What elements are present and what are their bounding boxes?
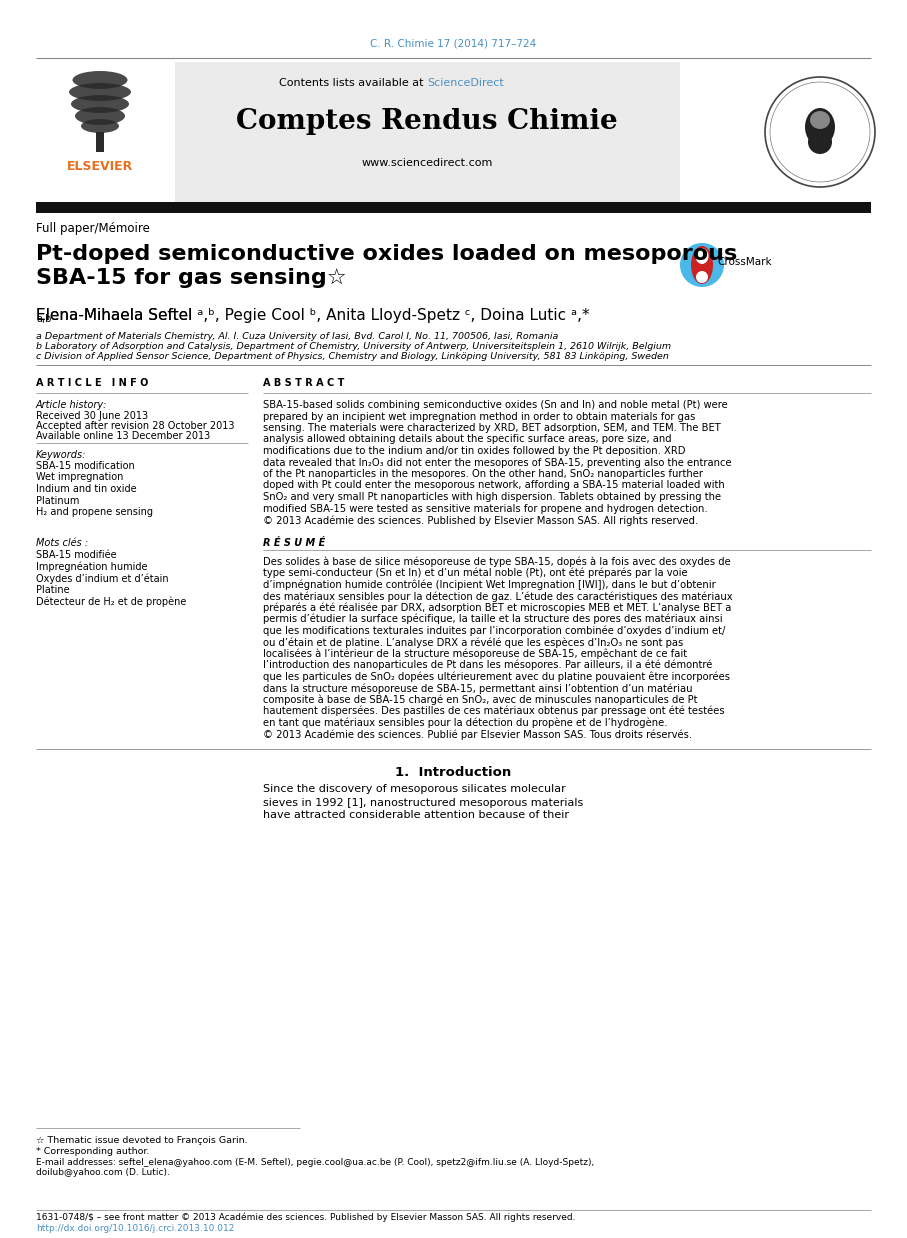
Text: H₂ and propene sensing: H₂ and propene sensing: [36, 508, 153, 517]
Text: sieves in 1992 [1], nanostructured mesoporous materials: sieves in 1992 [1], nanostructured mesop…: [263, 797, 583, 807]
Text: * Corresponding author.: * Corresponding author.: [36, 1146, 150, 1156]
Text: Mots clés :: Mots clés :: [36, 539, 88, 548]
Text: ELSEVIER: ELSEVIER: [67, 160, 133, 173]
Text: a,b: a,b: [36, 314, 52, 324]
Text: SnO₂ and very small Pt nanoparticles with high dispersion. Tablets obtained by p: SnO₂ and very small Pt nanoparticles wit…: [263, 491, 721, 501]
Text: c Division of Applied Sensor Science, Department of Physics, Chemistry and Biolo: c Division of Applied Sensor Science, De…: [36, 352, 668, 361]
Text: doilub@yahoo.com (D. Lutic).: doilub@yahoo.com (D. Lutic).: [36, 1167, 170, 1177]
Text: en tant que matériaux sensibles pour la détection du propène et de l’hydrogène.: en tant que matériaux sensibles pour la …: [263, 718, 668, 728]
Ellipse shape: [691, 246, 713, 284]
Text: have attracted considerable attention because of their: have attracted considerable attention be…: [263, 811, 569, 821]
Text: www.sciencedirect.com: www.sciencedirect.com: [361, 158, 493, 168]
Text: A R T I C L E   I N F O: A R T I C L E I N F O: [36, 378, 149, 387]
Text: © 2013 Académie des sciences. Published by Elsevier Masson SAS. All rights reser: © 2013 Académie des sciences. Published …: [263, 515, 698, 525]
Text: Since the discovery of mesoporous silicates molecular: Since the discovery of mesoporous silica…: [263, 785, 566, 795]
Text: 1.  Introduction: 1. Introduction: [395, 766, 512, 780]
Text: Keywords:: Keywords:: [36, 449, 86, 461]
Circle shape: [765, 77, 875, 187]
Ellipse shape: [81, 119, 119, 132]
Text: Wet impregnation: Wet impregnation: [36, 473, 123, 483]
Text: localisées à l’intérieur de la structure mésoporeuse de SBA-15, empêchant de ce : localisées à l’intérieur de la structure…: [263, 649, 688, 659]
Circle shape: [770, 82, 870, 182]
Text: A B S T R A C T: A B S T R A C T: [263, 378, 345, 387]
Text: SBA-15 modifiée: SBA-15 modifiée: [36, 551, 117, 561]
Text: of the Pt nanoparticles in the mesopores. On the other hand, SnO₂ nanoparticles : of the Pt nanoparticles in the mesopores…: [263, 469, 703, 479]
Ellipse shape: [75, 106, 125, 125]
Text: type semi-conducteur (Sn et In) et d’un métal noble (Pt), ont été préparés par l: type semi-conducteur (Sn et In) et d’un …: [263, 568, 688, 578]
Ellipse shape: [696, 248, 708, 264]
Text: l’introduction des nanoparticules de Pt dans les mésopores. Par ailleurs, il a é: l’introduction des nanoparticules de Pt …: [263, 660, 712, 671]
Text: Pt-doped semiconductive oxides loaded on mesoporous: Pt-doped semiconductive oxides loaded on…: [36, 244, 737, 264]
Text: analysis allowed obtaining details about the specific surface areas, pore size, : analysis allowed obtaining details about…: [263, 435, 671, 444]
Text: sensing. The materials were characterized by XRD, BET adsorption, SEM, and TEM. : sensing. The materials were characterize…: [263, 423, 721, 433]
Text: Détecteur de H₂ et de propène: Détecteur de H₂ et de propène: [36, 597, 186, 607]
Text: dans la structure mésoporeuse de SBA-15, permettant ainsi l’obtention d’un matér: dans la structure mésoporeuse de SBA-15,…: [263, 683, 693, 693]
Text: modifications due to the indium and/or tin oxides followed by the Pt deposition.: modifications due to the indium and/or t…: [263, 446, 686, 456]
Text: Impregnéation humide: Impregnéation humide: [36, 562, 148, 572]
Text: modified SBA-15 were tested as sensitive materials for propene and hydrogen dete: modified SBA-15 were tested as sensitive…: [263, 504, 707, 514]
Text: Oxydes d’indium et d’étain: Oxydes d’indium et d’étain: [36, 573, 169, 584]
Text: Available online 13 December 2013: Available online 13 December 2013: [36, 431, 210, 441]
Text: prepared by an incipient wet impregnation method in order to obtain materials fo: prepared by an incipient wet impregnatio…: [263, 411, 696, 421]
Ellipse shape: [805, 108, 835, 146]
Text: ScienceDirect: ScienceDirect: [427, 78, 503, 88]
Text: ou d’étain et de platine. L’analyse DRX a révélé que les espèces d’In₂O₃ ne sont: ou d’étain et de platine. L’analyse DRX …: [263, 638, 683, 647]
Text: que les modifications texturales induites par l’incorporation combinée d’oxydes : que les modifications texturales induite…: [263, 625, 726, 636]
Text: CrossMark: CrossMark: [717, 258, 772, 267]
Text: composite à base de SBA-15 chargé en SnO₂, avec de minuscules nanoparticules de : composite à base de SBA-15 chargé en SnO…: [263, 695, 697, 704]
Text: R É S U M É: R É S U M É: [263, 539, 326, 548]
Text: http://dx.doi.org/10.1016/j.crci.2013.10.012: http://dx.doi.org/10.1016/j.crci.2013.10…: [36, 1224, 234, 1233]
Text: SBA-15 for gas sensing☆: SBA-15 for gas sensing☆: [36, 267, 346, 288]
Circle shape: [808, 130, 832, 154]
Text: Full paper/Mémoire: Full paper/Mémoire: [36, 222, 150, 235]
Text: Contents lists available at: Contents lists available at: [279, 78, 427, 88]
Text: C. R. Chimie 17 (2014) 717–724: C. R. Chimie 17 (2014) 717–724: [370, 38, 537, 48]
Ellipse shape: [71, 95, 129, 113]
Text: Des solides à base de silice mésoporeuse de type SBA-15, dopés à la fois avec de: Des solides à base de silice mésoporeuse…: [263, 557, 731, 567]
Text: Platine: Platine: [36, 586, 70, 595]
Ellipse shape: [810, 111, 830, 129]
Text: 1631-0748/$ – see front matter © 2013 Académie des sciences. Published by Elsevi: 1631-0748/$ – see front matter © 2013 Ac…: [36, 1212, 576, 1222]
Text: d’impnégnation humide contrôlée (Incipient Wet Impregnation [IWI]), dans le but : d’impnégnation humide contrôlée (Incipie…: [263, 579, 716, 591]
Text: Elena-Mihaela Seftel ᵃ,ᵇ, Pegie Cool ᵇ, Anita Lloyd-Spetz ᶜ, Doina Lutic ᵃ,*: Elena-Mihaela Seftel ᵃ,ᵇ, Pegie Cool ᵇ, …: [36, 308, 590, 323]
Text: SBA-15 modification: SBA-15 modification: [36, 461, 135, 470]
Circle shape: [696, 271, 708, 284]
Text: Indium and tin oxide: Indium and tin oxide: [36, 484, 137, 494]
Text: ☆ Thematic issue devoted to François Garin.: ☆ Thematic issue devoted to François Gar…: [36, 1136, 248, 1145]
Text: Comptes Rendus Chimie: Comptes Rendus Chimie: [236, 108, 618, 135]
Text: hautement dispersées. Des pastilles de ces matériaux obtenus par pressage ont ét: hautement dispersées. Des pastilles de c…: [263, 706, 725, 717]
Text: Accepted after revision 28 October 2013: Accepted after revision 28 October 2013: [36, 421, 235, 431]
Text: préparés a été réalisée par DRX, adsorption BET et microscopies MEB et MET. L’an: préparés a été réalisée par DRX, adsorpt…: [263, 603, 731, 613]
Text: b Laboratory of Adsorption and Catalysis, Department of Chemistry, University of: b Laboratory of Adsorption and Catalysis…: [36, 342, 671, 352]
Bar: [96, 132, 104, 152]
Text: data revealed that In₂O₃ did not enter the mesopores of SBA-15, preventing also : data revealed that In₂O₃ did not enter t…: [263, 458, 732, 468]
Text: Platinum: Platinum: [36, 495, 80, 505]
Circle shape: [680, 243, 724, 287]
Text: Elena-Mihaela Seftel: Elena-Mihaela Seftel: [36, 308, 197, 323]
Text: que les particules de SnO₂ dopées ultérieurement avec du platine pouvaient être : que les particules de SnO₂ dopées ultéri…: [263, 671, 730, 682]
Text: © 2013 Académie des sciences. Publié par Elsevier Masson SAS. Tous droits réserv: © 2013 Académie des sciences. Publié par…: [263, 729, 692, 739]
Bar: [36, 202, 871, 213]
Text: doped with Pt could enter the mesoporous network, affording a SBA-15 material lo: doped with Pt could enter the mesoporous…: [263, 480, 725, 490]
Text: a Department of Materials Chemistry, Al. I. Cuza University of Iasi, Bvd. Carol : a Department of Materials Chemistry, Al.…: [36, 332, 559, 340]
Text: SBA-15-based solids combining semiconductive oxides (Sn and In) and noble metal : SBA-15-based solids combining semiconduc…: [263, 400, 727, 410]
Text: permis d’étudier la surface spécifique, la taille et la structure des pores des : permis d’étudier la surface spécifique, …: [263, 614, 723, 624]
Text: E-mail addresses: seftel_elena@yahoo.com (E-M. Seftel), pegie.cool@ua.ac.be (P. : E-mail addresses: seftel_elena@yahoo.com…: [36, 1158, 594, 1167]
Text: Received 30 June 2013: Received 30 June 2013: [36, 411, 148, 421]
Text: des matériaux sensibles pour la détection de gaz. L’étude des caractéristiques d: des matériaux sensibles pour la détectio…: [263, 591, 733, 602]
Ellipse shape: [73, 71, 128, 89]
Ellipse shape: [69, 83, 131, 102]
Bar: [175, 62, 680, 202]
Text: Article history:: Article history:: [36, 400, 107, 410]
